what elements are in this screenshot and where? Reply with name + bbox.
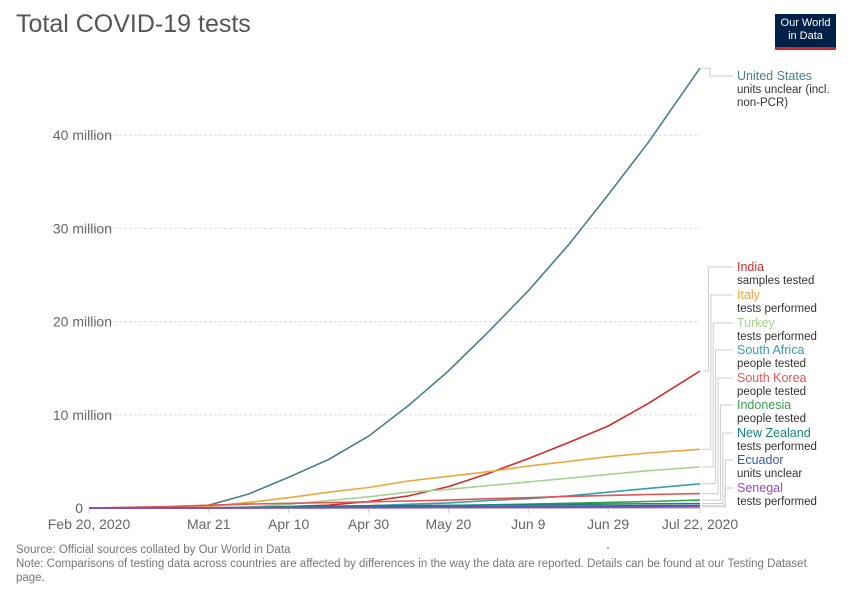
source-text: Source: Official sources collated by Our… [16, 544, 291, 556]
legend-label-senegal: Senegal [737, 481, 783, 495]
legend-label-indonesia: Indonesia [737, 398, 791, 412]
legend-sublabel: tests performed [737, 331, 817, 343]
note-text: Note: Comparisons of testing data across… [16, 558, 807, 584]
x-axis: Feb 20, 2020 Mar 21 Apr 10 Apr 30 May 20 Jun … [48, 508, 738, 532]
logo-line-2: in Data [788, 30, 823, 42]
legend-sublabel: units unclear (incl. [737, 84, 830, 96]
legend-sublabel: tests performed [737, 441, 817, 453]
x-tick-label: Jun 29 [587, 516, 629, 532]
legend-sublabel: people tested [737, 358, 806, 370]
label-connector [702, 404, 733, 501]
legend-label-south-korea: South Korea [737, 371, 807, 385]
legend-label-india: India [737, 260, 764, 274]
x-tick-label: Apr 30 [348, 516, 389, 532]
y-tick-label: 0 [75, 500, 83, 516]
logo-line-1: Our World [780, 17, 831, 29]
y-tick-label: 10 million [53, 407, 112, 423]
x-tick-label: Mar 21 [187, 516, 231, 532]
legend-sublabel: tests performed [737, 303, 817, 315]
legend-label-new-zealand: New Zealand [737, 426, 811, 440]
label-connector [702, 459, 733, 507]
x-tick-label: May 20 [425, 516, 471, 532]
label-connectors [702, 67, 733, 508]
legend-sublabel: units unclear [737, 468, 802, 480]
legend-sublabel: non-PCR) [737, 97, 788, 109]
label-connector [702, 294, 733, 450]
series-line-united-states [88, 67, 701, 509]
series-line-italy [88, 448, 701, 509]
legend-label-south-africa: South Africa [737, 343, 804, 357]
chart-footer: Source: Official sources collated by Our… [16, 543, 816, 585]
legend-sublabel: samples tested [737, 275, 814, 287]
x-tick-label: Jul 22, 2020 [662, 516, 738, 532]
legend-label-ecuador: Ecuador [737, 453, 784, 467]
y-tick-label: 20 million [53, 314, 112, 330]
label-connector [702, 487, 733, 508]
y-tick-label: 40 million [53, 127, 112, 143]
x-tick-label: Jun 9 [511, 516, 545, 532]
series-lines [88, 67, 701, 509]
legend-sublabel: tests performed [737, 496, 817, 508]
legend-label-italy: Italy [737, 288, 761, 302]
grid-lines [89, 134, 700, 416]
label-connector [702, 349, 733, 485]
series-line-india [88, 370, 701, 509]
label-connector [702, 432, 733, 504]
owid-logo[interactable]: Our World in Data [775, 14, 836, 50]
legend-sublabel: people tested [737, 386, 806, 398]
legend-sublabel: people tested [737, 413, 806, 425]
y-axis: 0 10 million 20 million 30 million 40 millio… [53, 127, 112, 516]
label-connector [702, 67, 733, 77]
label-connector [702, 322, 733, 468]
series-line-senegal [89, 506, 701, 509]
label-connector [702, 377, 733, 495]
label-connector [702, 266, 733, 372]
x-tick-label: Apr 10 [268, 516, 309, 532]
legend-label-turkey: Turkey [737, 316, 775, 330]
line-chart: 0 10 million 20 million 30 million 40 millio… [48, 67, 830, 532]
series-line-south-korea [88, 492, 701, 509]
x-tick-label: Feb 20, 2020 [48, 516, 131, 532]
chart-title: Total COVID-19 tests [16, 10, 251, 38]
dot-mark [607, 547, 609, 549]
legend-label-united-states: United States [737, 69, 812, 83]
y-tick-label: 30 million [53, 220, 112, 236]
